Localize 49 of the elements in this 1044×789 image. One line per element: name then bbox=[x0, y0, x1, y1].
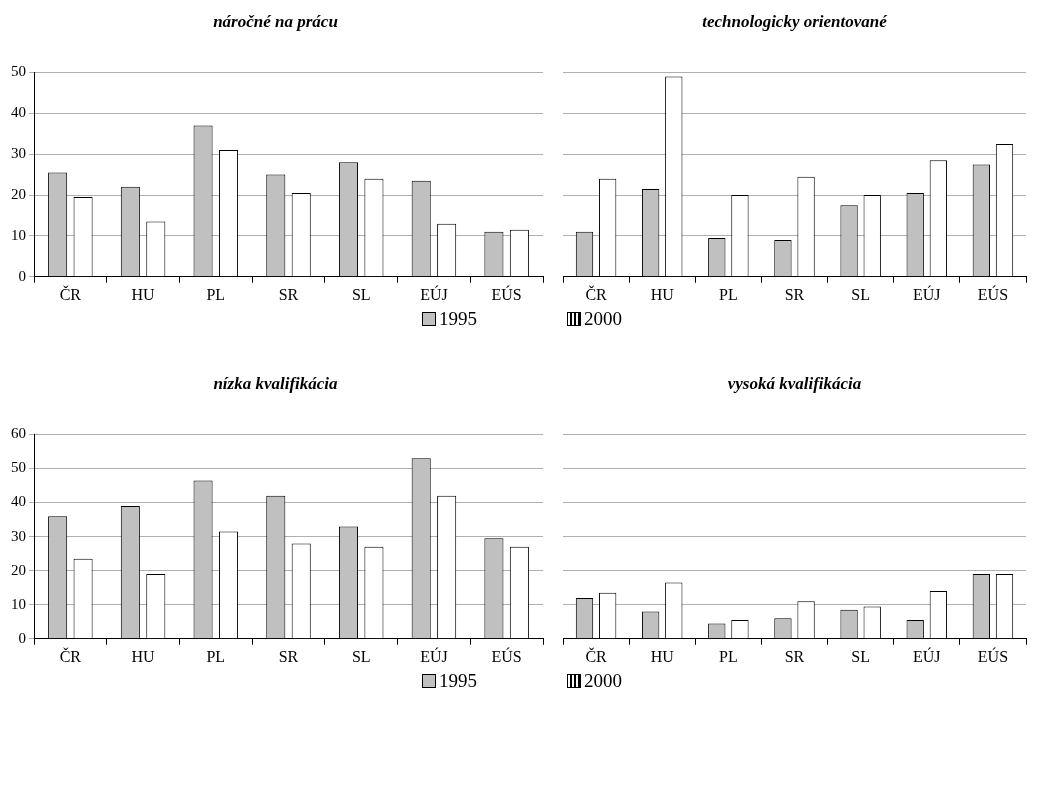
legend-label: 2000 bbox=[584, 670, 622, 692]
legend-label: 1995 bbox=[439, 308, 477, 330]
x-tick-label: SR bbox=[784, 647, 805, 665]
x-tick-label: SR bbox=[784, 285, 805, 303]
y-tick-label: 0 bbox=[18, 629, 26, 646]
chart-title: nízka kvalifikácia bbox=[213, 373, 339, 393]
x-tick-label: PL bbox=[206, 647, 226, 665]
x-tick-label: EÚS bbox=[977, 284, 1009, 303]
x-tick-label: HU bbox=[650, 647, 675, 665]
y-tick-label: 10 bbox=[11, 226, 26, 243]
x-tick-label: HU bbox=[650, 285, 675, 303]
x-tick-label: EÚJ bbox=[420, 646, 448, 665]
x-tick-label: SR bbox=[278, 285, 299, 303]
x-tick-label: ČR bbox=[59, 646, 82, 665]
x-tick-label: EÚS bbox=[491, 646, 522, 665]
y-tick-label: 60 bbox=[11, 425, 26, 442]
y-tick-label: 40 bbox=[11, 104, 26, 121]
x-tick-label: SR bbox=[278, 647, 299, 665]
y-tick-label: 30 bbox=[11, 527, 26, 544]
legend-label: 1995 bbox=[439, 670, 477, 692]
y-tick-label: 0 bbox=[18, 267, 26, 284]
x-tick-label: EÚJ bbox=[420, 284, 448, 303]
y-tick-label: 30 bbox=[11, 145, 26, 162]
x-tick-label: EÚS bbox=[491, 284, 522, 303]
x-tick-label: EÚJ bbox=[913, 284, 941, 303]
y-tick-label: 10 bbox=[11, 595, 26, 612]
y-tick-label: 50 bbox=[11, 63, 26, 80]
x-tick-label: PL bbox=[719, 647, 738, 665]
x-tick-label: EÚJ bbox=[913, 646, 941, 665]
y-tick-label: 20 bbox=[11, 561, 26, 578]
chart-title: náročné na prácu bbox=[213, 11, 338, 31]
legend-label: 2000 bbox=[584, 308, 622, 330]
y-tick-label: 20 bbox=[11, 185, 26, 202]
chart-title: technologicky orientované bbox=[702, 11, 889, 31]
x-tick-label: PL bbox=[719, 285, 738, 303]
x-tick-label: ČR bbox=[585, 646, 608, 665]
chart-title: vysoká kvalifikácia bbox=[727, 373, 862, 393]
x-tick-label: SL bbox=[851, 285, 870, 303]
x-tick-label: PL bbox=[206, 285, 226, 303]
x-tick-label: EÚS bbox=[977, 646, 1009, 665]
x-tick-label: HU bbox=[131, 647, 156, 665]
x-tick-label: ČR bbox=[585, 284, 608, 303]
x-tick-label: ČR bbox=[59, 284, 82, 303]
y-tick-label: 50 bbox=[11, 459, 26, 476]
x-tick-label: SL bbox=[851, 647, 870, 665]
x-tick-label: SL bbox=[351, 647, 371, 665]
y-tick-label: 40 bbox=[11, 493, 26, 510]
x-tick-label: HU bbox=[131, 285, 156, 303]
x-tick-label: SL bbox=[351, 285, 371, 303]
